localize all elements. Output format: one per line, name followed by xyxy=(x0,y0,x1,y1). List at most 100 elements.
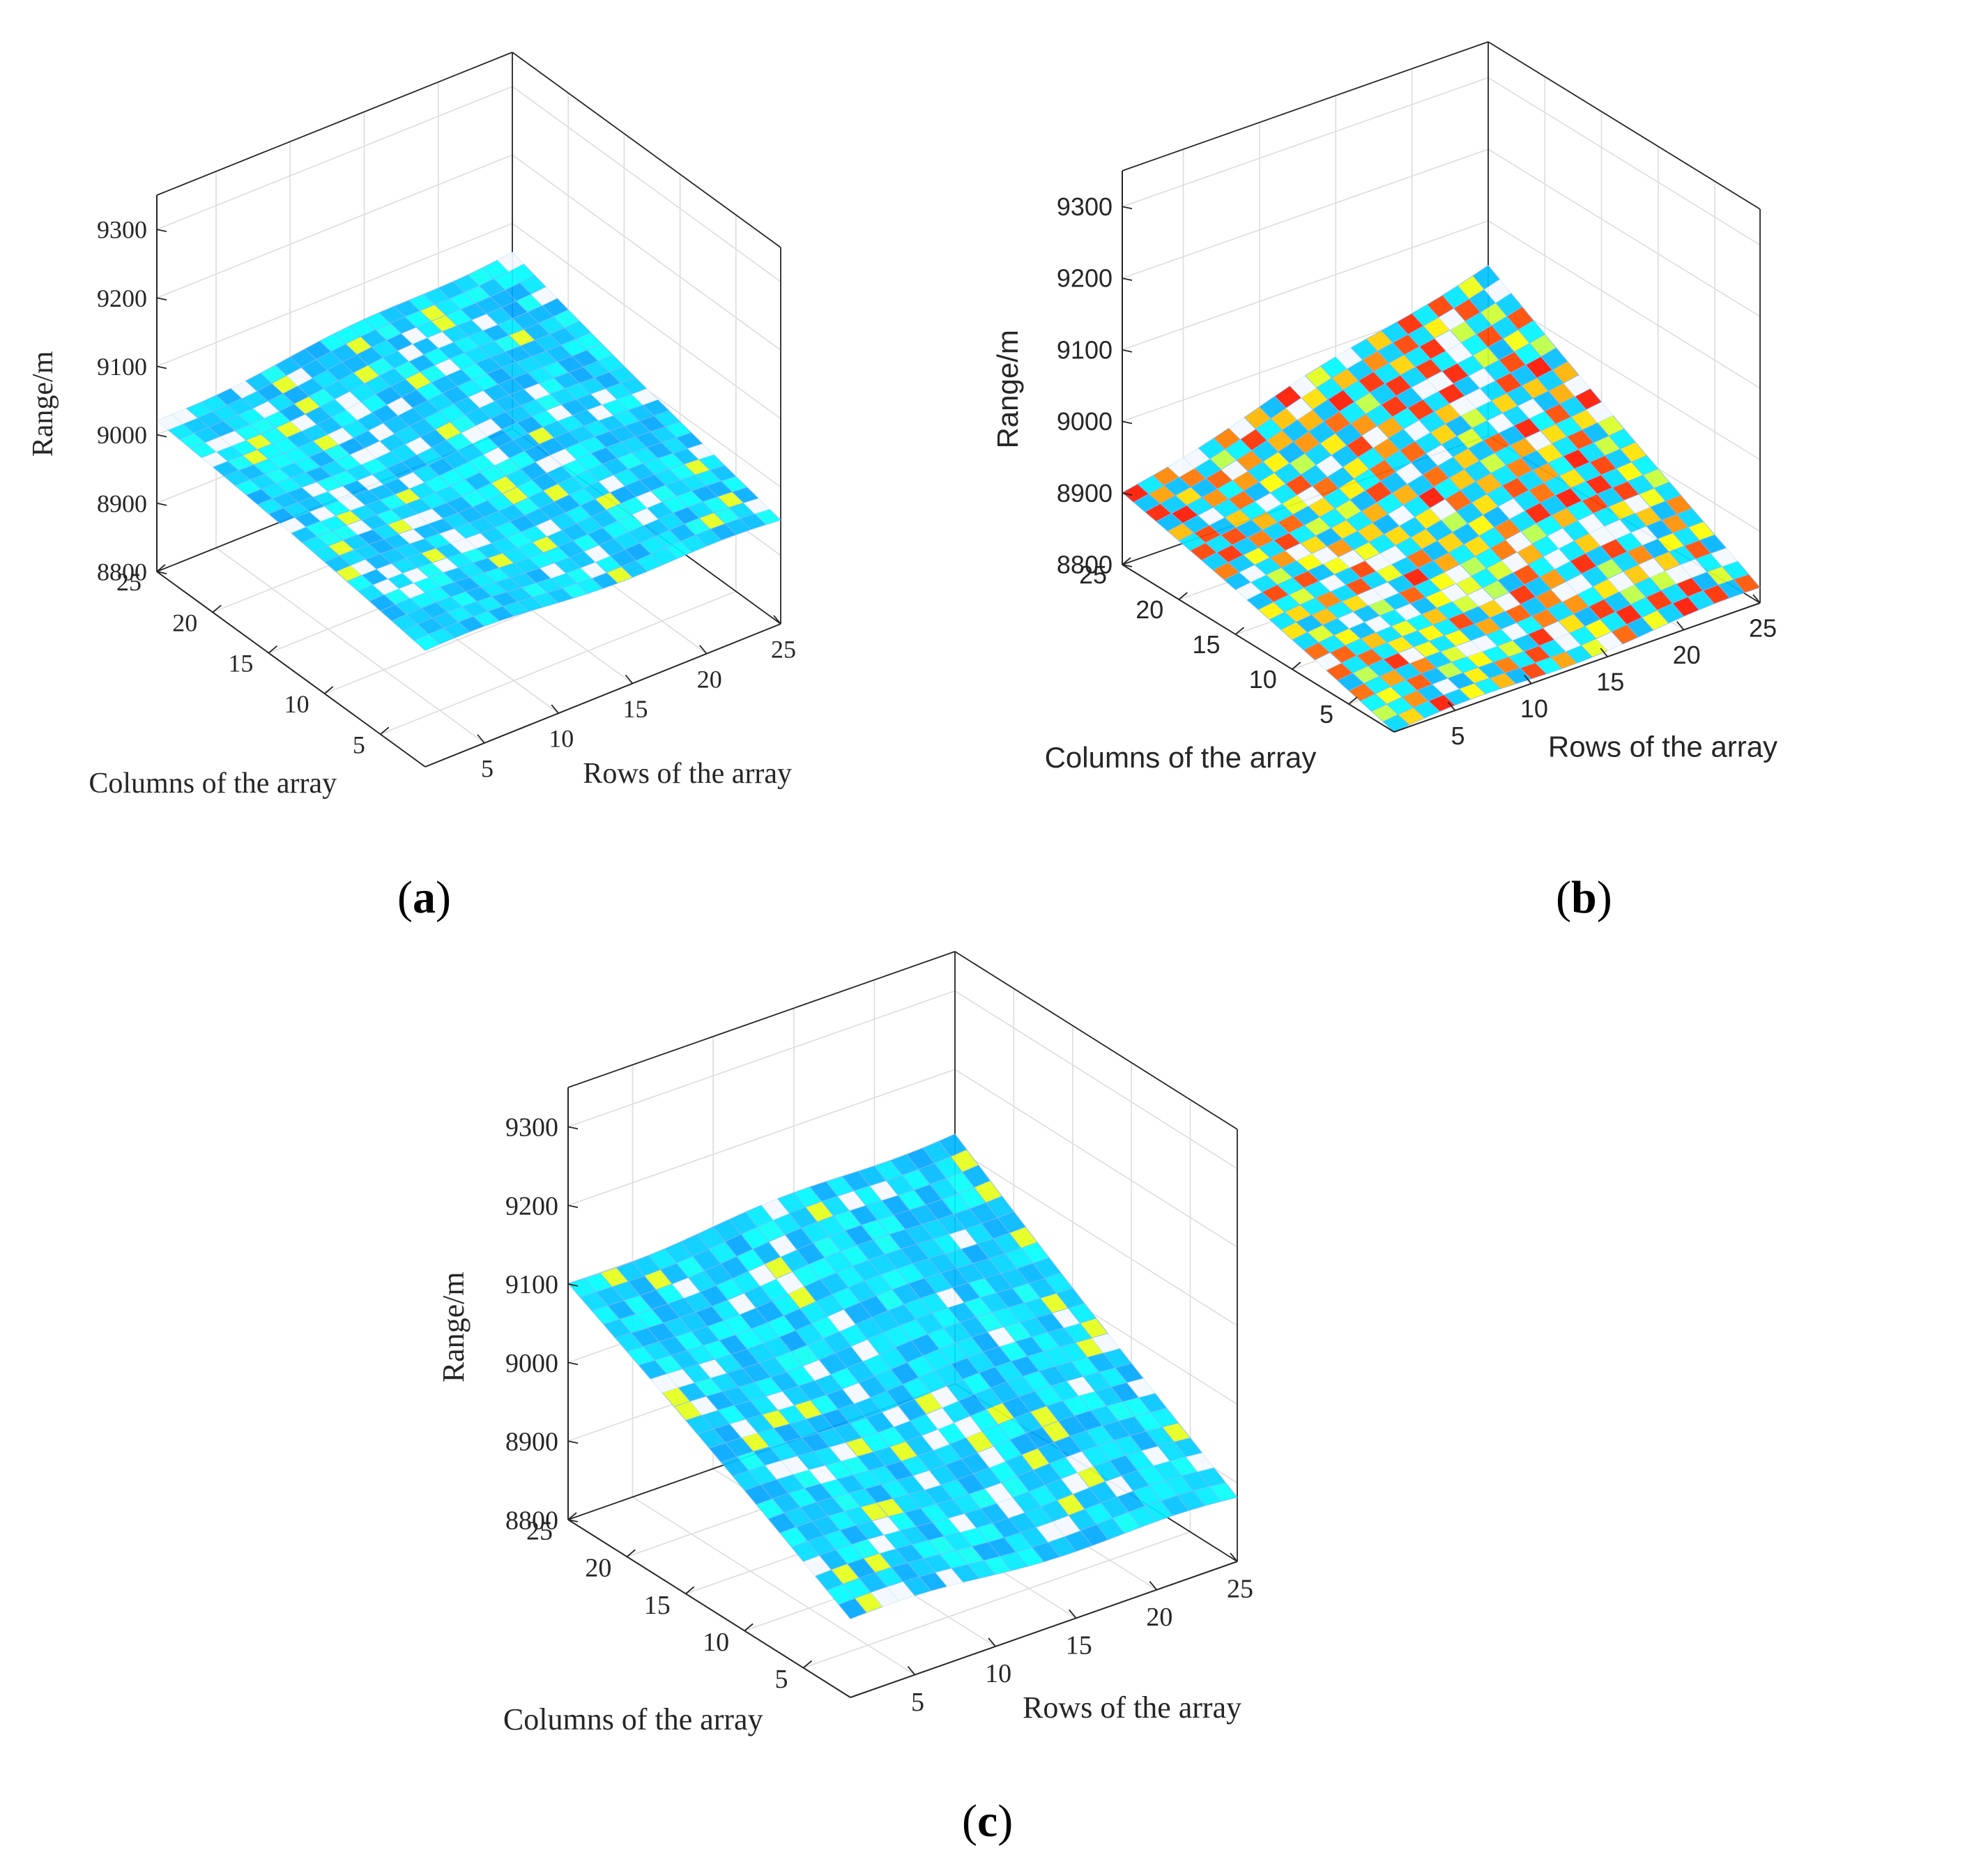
y-axis-label: Columns of the array xyxy=(89,768,337,800)
y-tick-label: 5 xyxy=(775,1665,788,1694)
x-tick xyxy=(1600,648,1608,657)
z-tick xyxy=(1122,206,1133,210)
caption-c-letter: c xyxy=(977,1796,998,1847)
tick-labels: 8800 8900 9000 9100 9200 9300 5 10 15 20 25 5 10 15 20… xyxy=(97,216,796,783)
surface xyxy=(1122,265,1761,733)
y-tick-label: 20 xyxy=(585,1554,611,1583)
panel-b: 8800 8900 9000 9100 9200 9300 5 10 15 20 25 5 10 15 20… xyxy=(991,0,1987,802)
y-tick xyxy=(380,726,390,735)
y-axis-label: Columns of the array xyxy=(503,1702,763,1736)
x-tick-label: 10 xyxy=(549,725,574,753)
box-edge xyxy=(1122,41,1489,171)
z-tick-label: 9200 xyxy=(505,1191,558,1221)
y-tick xyxy=(1348,696,1358,705)
z-tick-label: 9200 xyxy=(97,284,147,312)
z-tick xyxy=(1122,349,1133,353)
y-tick-label: 25 xyxy=(116,568,142,596)
z-tick xyxy=(567,1126,579,1130)
panel-c: 8800 8900 9000 9100 9200 9300 5 10 15 20 25 5 10 15 20… xyxy=(436,948,1422,1771)
box-edge xyxy=(954,951,1238,1130)
y-tick xyxy=(626,1549,636,1557)
z-tick-label: 9100 xyxy=(1057,335,1112,364)
y-tick xyxy=(1178,592,1188,600)
z-tick xyxy=(567,1361,579,1366)
z-tick-label: 9000 xyxy=(97,421,147,449)
surface xyxy=(567,1133,1238,1619)
z-tick-label: 9100 xyxy=(97,353,147,381)
x-tick xyxy=(699,645,708,655)
surface-patch xyxy=(938,1133,968,1157)
x-tick xyxy=(907,1665,916,1676)
x-tick xyxy=(551,704,559,714)
z-tick-label: 8900 xyxy=(97,489,147,517)
y-tick-label: 25 xyxy=(1079,560,1107,589)
z-tick xyxy=(156,434,167,438)
box-edge xyxy=(512,52,781,248)
surface-plot-c: 8800 8900 9000 9100 9200 9300 5 10 15 20 25 5 10 15 20… xyxy=(436,951,1253,1736)
axis-labels: Range/m Rows of the array Columns of the a… xyxy=(436,1271,1241,1736)
x-tick-label: 15 xyxy=(1066,1631,1092,1660)
y-tick xyxy=(1292,662,1301,670)
tick-labels: 8800 8900 9000 9100 9200 9300 5 10 15 20 25 5 10 15 20… xyxy=(505,1113,1253,1717)
z-gridline xyxy=(567,990,1238,1170)
axis-labels: Range/m Rows of the array Columns of the a… xyxy=(991,330,1777,774)
y-tick xyxy=(156,564,166,572)
tick-labels: 8800 8900 9000 9100 9200 9300 5 10 15 20 25 5 10 15 20… xyxy=(1057,192,1777,750)
y-tick xyxy=(567,1512,577,1520)
y-tick xyxy=(744,1623,754,1632)
surface xyxy=(156,252,781,651)
y-tick xyxy=(802,1660,813,1669)
z-tick xyxy=(156,502,167,506)
x-tick-label: 10 xyxy=(1520,694,1548,723)
y-tick-label: 10 xyxy=(284,690,309,718)
y-tick xyxy=(1122,557,1131,565)
z-tick xyxy=(156,229,167,232)
caption-b-letter: b xyxy=(1570,872,1597,923)
x-tick xyxy=(1752,594,1761,604)
x-tick-label: 15 xyxy=(623,695,648,723)
z-gridline xyxy=(156,86,781,282)
y-tick-label: 10 xyxy=(1249,665,1277,694)
z-tick xyxy=(1122,277,1133,281)
y-tick-label: 25 xyxy=(526,1517,553,1546)
surface-plot-b: 8800 8900 9000 9100 9200 9300 5 10 15 20 25 5 10 15 20… xyxy=(991,41,1777,774)
z-gridline xyxy=(1122,77,1761,246)
z-tick xyxy=(1122,564,1133,567)
box-edge xyxy=(1488,41,1761,210)
x-tick xyxy=(1069,1609,1077,1619)
y-axis-line xyxy=(156,571,426,768)
axis-labels: Range/m Rows of the array Columns of the a… xyxy=(27,351,792,800)
x-tick-label: 25 xyxy=(1227,1574,1253,1603)
z-tick-label: 9300 xyxy=(97,216,147,244)
y-tick xyxy=(1234,627,1245,635)
z-tick xyxy=(156,297,167,301)
z-tick xyxy=(1122,492,1133,496)
z-tick-label: 8800 xyxy=(97,558,147,586)
z-tick-label: 9200 xyxy=(1057,264,1112,293)
z-tick-label: 9300 xyxy=(1057,192,1112,221)
y-tick-label: 15 xyxy=(644,1591,671,1620)
z-tick xyxy=(1122,420,1133,425)
x-tick xyxy=(1149,1581,1158,1591)
x-tick xyxy=(773,615,781,625)
y-tick xyxy=(685,1586,695,1594)
z-tick xyxy=(567,1283,579,1287)
y-tick-label: 15 xyxy=(1192,630,1220,659)
y-tick-label: 10 xyxy=(703,1628,729,1657)
y-tick xyxy=(324,686,334,694)
x-tick xyxy=(1230,1552,1238,1562)
z-axis-label: Range/m xyxy=(436,1271,471,1382)
x-tick-label: 25 xyxy=(771,636,796,664)
surface-patch xyxy=(497,252,524,272)
x-tick-label: 20 xyxy=(697,665,722,693)
z-tick-label: 9000 xyxy=(505,1349,558,1378)
z-tick-label: 8900 xyxy=(1057,479,1112,507)
y-tick-label: 20 xyxy=(172,609,197,636)
z-tick xyxy=(567,1205,579,1208)
y-tick-label: 20 xyxy=(1136,595,1163,624)
x-tick-label: 20 xyxy=(1673,641,1701,669)
x-tick xyxy=(1676,620,1685,631)
z-tick-label: 9000 xyxy=(1057,407,1112,436)
surface-patch xyxy=(1472,265,1500,290)
z-tick-label: 8900 xyxy=(505,1428,558,1457)
